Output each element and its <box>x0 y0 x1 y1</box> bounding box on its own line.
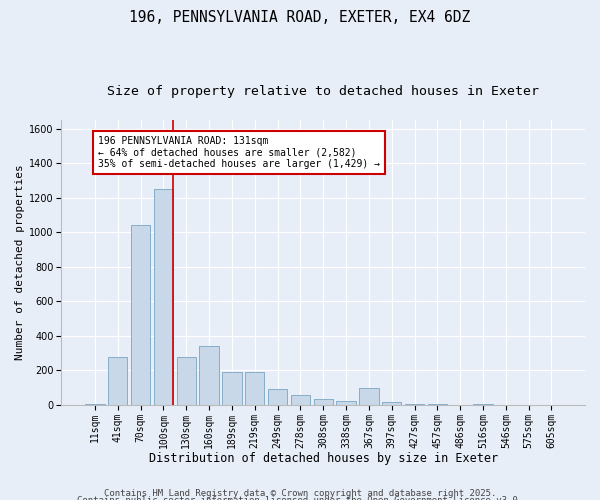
Text: 196, PENNSYLVANIA ROAD, EXETER, EX4 6DZ: 196, PENNSYLVANIA ROAD, EXETER, EX4 6DZ <box>130 10 470 25</box>
Bar <box>245 372 265 405</box>
Bar <box>108 358 127 405</box>
Bar <box>131 226 150 405</box>
Bar <box>199 346 219 405</box>
Bar <box>176 356 196 405</box>
Text: Contains public sector information licensed under the Open Government Licence v3: Contains public sector information licen… <box>77 496 523 500</box>
Text: 196 PENNSYLVANIA ROAD: 131sqm
← 64% of detached houses are smaller (2,582)
35% o: 196 PENNSYLVANIA ROAD: 131sqm ← 64% of d… <box>98 136 380 168</box>
Bar <box>154 189 173 405</box>
Bar <box>428 404 447 405</box>
Bar <box>85 404 104 405</box>
Bar <box>314 399 333 405</box>
Bar <box>473 404 493 405</box>
Title: Size of property relative to detached houses in Exeter: Size of property relative to detached ho… <box>107 85 539 98</box>
Bar <box>359 388 379 405</box>
Y-axis label: Number of detached properties: Number of detached properties <box>15 164 25 360</box>
Bar <box>268 390 287 405</box>
Bar <box>290 396 310 405</box>
Bar <box>222 372 242 405</box>
Bar <box>405 404 424 405</box>
Bar <box>337 400 356 405</box>
X-axis label: Distribution of detached houses by size in Exeter: Distribution of detached houses by size … <box>149 452 498 465</box>
Text: Contains HM Land Registry data © Crown copyright and database right 2025.: Contains HM Land Registry data © Crown c… <box>104 488 496 498</box>
Bar <box>382 402 401 405</box>
